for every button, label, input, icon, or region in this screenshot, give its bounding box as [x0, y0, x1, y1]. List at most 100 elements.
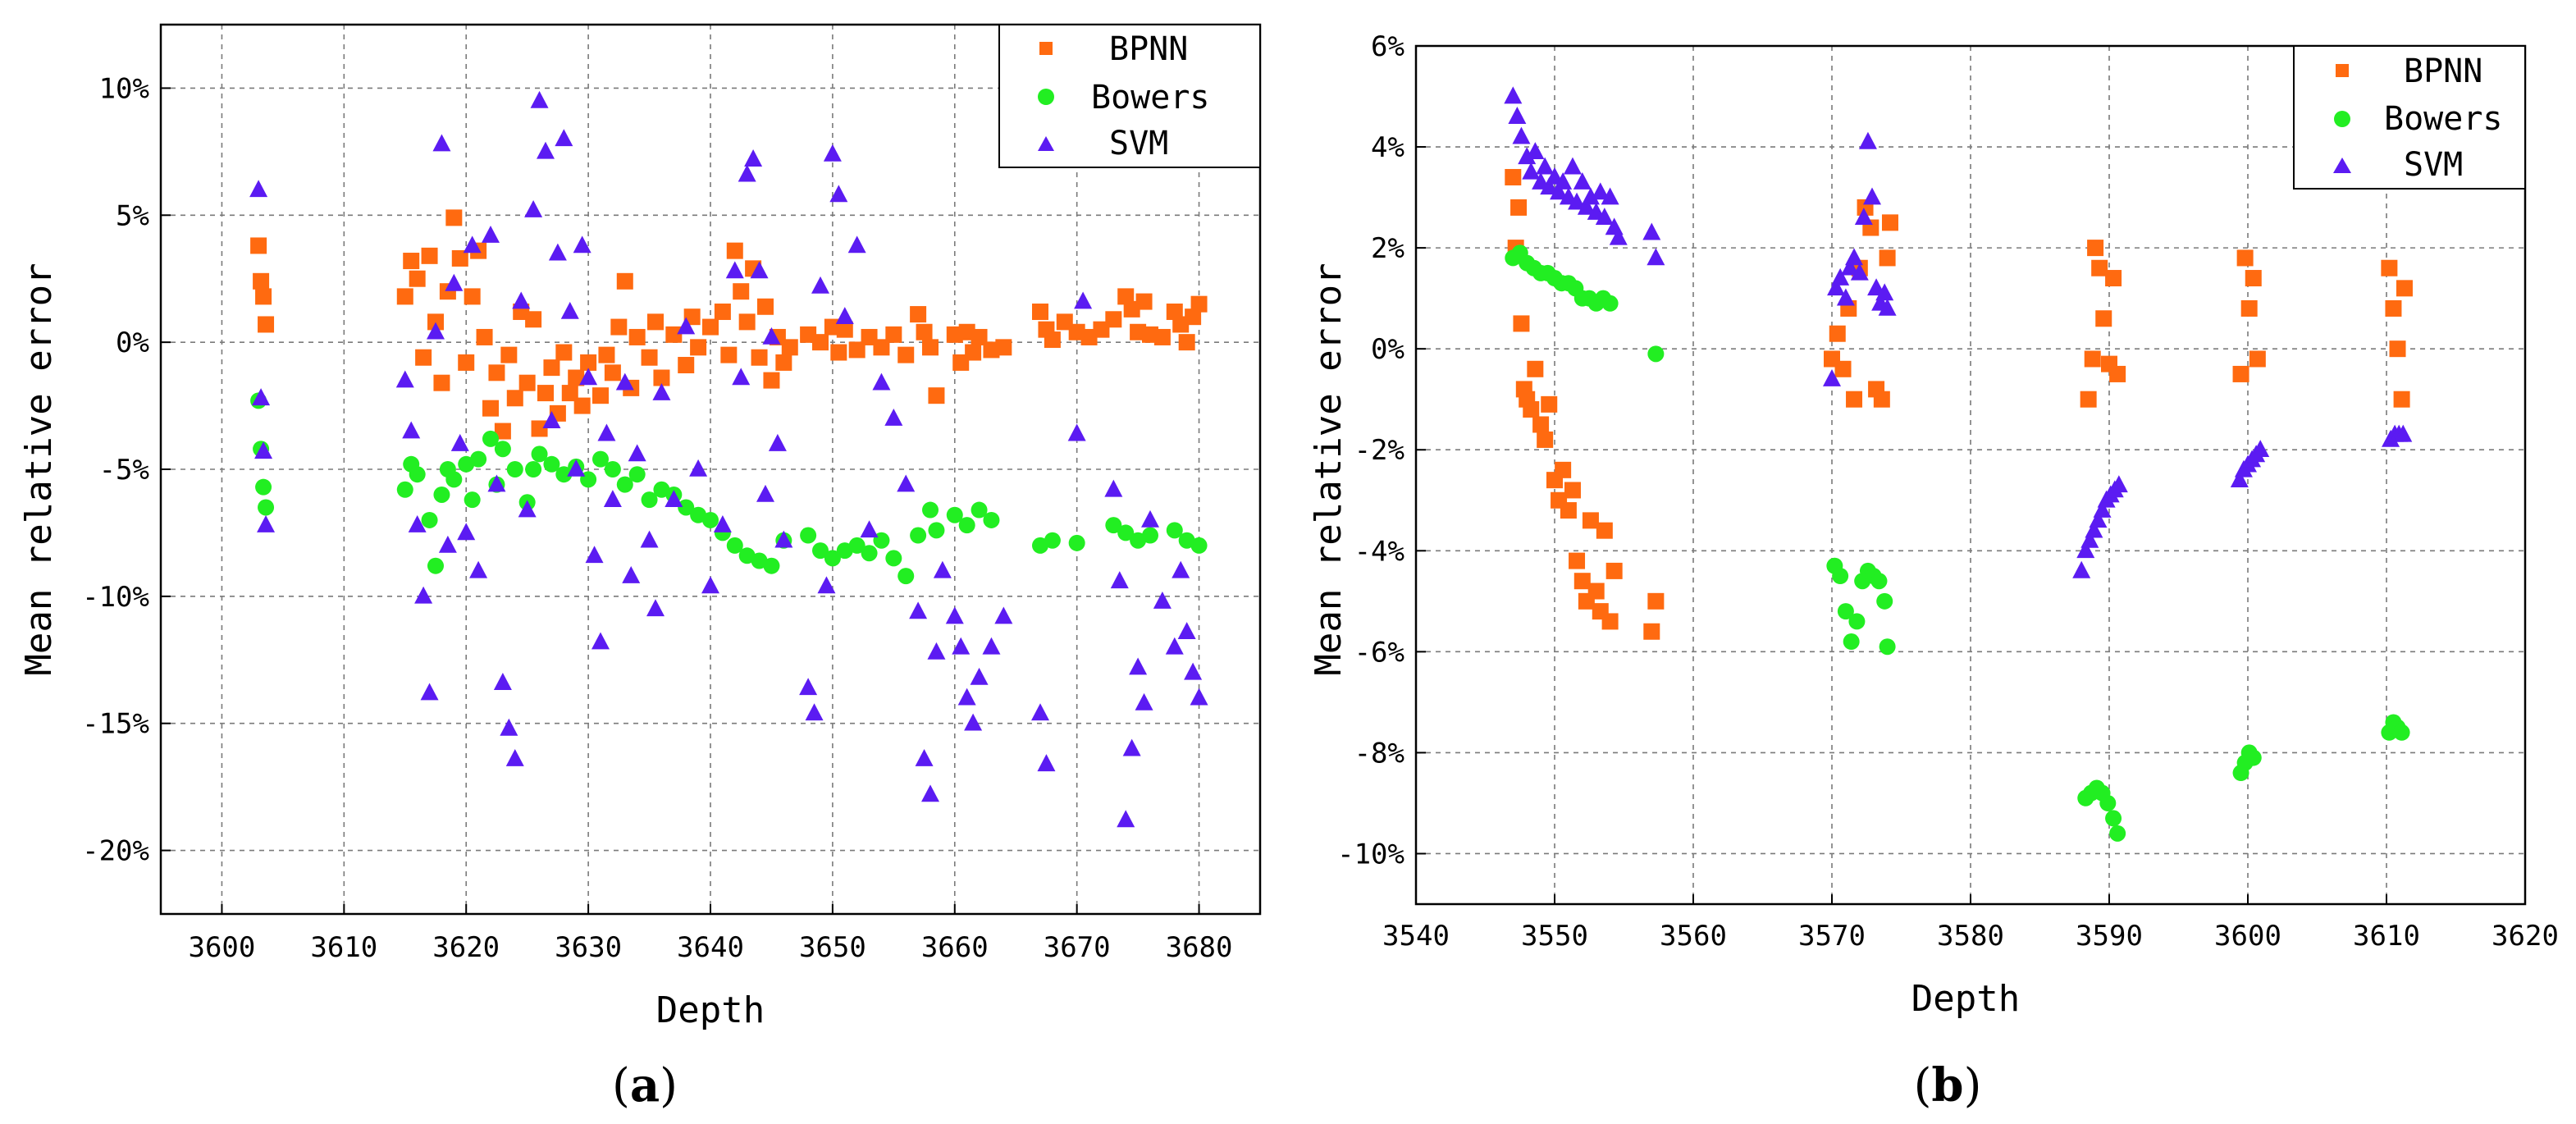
- chart-a-svm-point: [756, 484, 774, 502]
- chart-a-bpnn-point: [580, 354, 597, 371]
- chart-a-bowers-point: [800, 527, 817, 544]
- chart-a-xtick-label: 3610: [310, 931, 377, 964]
- chart-a-bowers-point: [592, 450, 609, 468]
- chart-a-svm-point: [487, 474, 506, 492]
- chart-a-bpnn-point: [531, 420, 548, 437]
- chart-b-svm-point: [1568, 192, 1587, 210]
- chart-a-xtick-label: 3640: [677, 931, 744, 964]
- chart-a-bpnn-point: [641, 349, 658, 366]
- chart-a-svm-point: [1184, 662, 1203, 680]
- chart-a-svm-point: [1129, 657, 1148, 675]
- chart-a-bpnn-point: [726, 242, 743, 259]
- chart-b-bpnn-point: [1564, 482, 1581, 499]
- chart-a-bpnn-point: [518, 374, 536, 391]
- chart-b-bpnn-point: [2381, 259, 2398, 276]
- chart-a-bowers-point: [928, 522, 945, 539]
- chart-a-bowers-point: [531, 445, 548, 463]
- chart-b-svm-point: [2109, 475, 2128, 493]
- chart-a-legend-bpnn-label: BPNN: [1109, 30, 1188, 68]
- chart-a-bpnn-point: [555, 344, 573, 361]
- chart-a-svm-point: [252, 388, 271, 406]
- chart-a-bowers-point: [427, 557, 444, 574]
- chart-a-ytick-label: 0%: [116, 327, 149, 359]
- chart-a-bpnn-point: [751, 349, 768, 366]
- chart-b-bpnn-point: [2245, 270, 2262, 287]
- chart-a-bowers-point: [726, 537, 743, 554]
- chart-b-ytick-label: 0%: [1371, 333, 1404, 366]
- chart-a-bowers-point: [494, 441, 511, 458]
- chart-b-xtick-label: 3550: [1521, 920, 1588, 953]
- chart-b-legend-svm-label: SVM: [2404, 146, 2463, 184]
- chart-b-svm-point: [2085, 520, 2103, 538]
- chart-a-svm-point: [628, 444, 646, 462]
- chart-b-bpnn-point: [1541, 395, 1558, 413]
- chart-a-svm-point: [1165, 637, 1184, 655]
- chart-a-bpnn-point: [733, 283, 750, 300]
- chart-a-svm-point: [438, 535, 457, 553]
- chart-b-svm-point: [1581, 187, 1600, 205]
- chart-a-svm-point: [524, 199, 543, 217]
- chart-a-svm-point: [1172, 560, 1190, 578]
- chart-a-y-ticks: 10% 5% 0% -5% -10% -15% -20%: [82, 72, 171, 868]
- chart-a-svm-point: [945, 606, 964, 624]
- chart-b-xlabel: Depth: [1911, 978, 2020, 1020]
- chart-a-bowers-point: [1068, 534, 1085, 551]
- chart-b-bpnn-point: [1846, 391, 1863, 408]
- chart-a-bowers-point: [525, 461, 542, 477]
- chart-b-svm-point: [1878, 298, 1897, 316]
- chart-panel-b: 3540 3550 3560 3570 3580 3590 3600 3610 3620 6% 4…: [1308, 30, 2559, 1020]
- chart-a-svm-point: [591, 632, 610, 650]
- chart-b-svm-point: [1508, 107, 1527, 124]
- chart-a-bowers-point: [1117, 524, 1135, 541]
- chart-a-bowers-point: [616, 476, 633, 493]
- chart-b-svm-point: [1540, 177, 1559, 195]
- chart-a-bpnn-point: [1117, 288, 1135, 305]
- chart-b-svm-point: [1512, 126, 1531, 144]
- chart-b-bowers-point: [1601, 295, 1619, 312]
- chart-a-bpnn-point: [836, 321, 853, 338]
- chart-a-svm-point: [744, 149, 763, 167]
- chart-a-ytick-label: -10%: [82, 581, 149, 614]
- chart-b-bpnn-point: [2249, 350, 2266, 368]
- chart-b-bpnn-point: [1879, 249, 1896, 267]
- chart-a-bpnn-point: [476, 328, 493, 345]
- chart-a-bpnn-point: [403, 253, 420, 270]
- chart-b-bpnn-point: [2091, 259, 2108, 276]
- chart-a-bpnn-point: [616, 272, 633, 290]
- chart-a-bpnn-point: [738, 313, 756, 331]
- chart-a-bpnn-point: [910, 306, 927, 323]
- chart-a-bowers-point: [885, 550, 902, 567]
- chart-a-bpnn-point: [482, 400, 499, 417]
- chart-a-svm-point: [512, 291, 531, 309]
- chart-a-bpnn-point: [409, 270, 426, 287]
- chart-a-xtick-label: 3650: [799, 931, 866, 964]
- chart-a-svm-point: [463, 235, 482, 254]
- chart-a-bpnn-point: [415, 349, 432, 366]
- chart-a-bpnn-point: [897, 346, 915, 363]
- chart-a-legend-svm-marker: [1038, 136, 1054, 151]
- chart-b-bpnn-point: [1569, 552, 1586, 569]
- chart-b-bpnn-point: [1505, 168, 1522, 185]
- chart-b-svm-point: [1831, 267, 1850, 286]
- chart-a-bowers-point: [958, 517, 975, 534]
- chart-a-bpnn-point: [1153, 328, 1171, 345]
- chart-a-bowers-point: [763, 557, 780, 574]
- chart-a-bpnn-point: [258, 316, 275, 333]
- chart-b-bpnn-point: [2109, 365, 2126, 382]
- chart-a-svm-point: [482, 225, 500, 243]
- chart-a-svm-point: [542, 411, 561, 428]
- chart-a-bowers-point: [678, 499, 695, 516]
- chart-a-bpnn-point: [720, 346, 738, 363]
- chart-a-bowers-point: [1044, 532, 1061, 549]
- chart-b-bpnn-point: [1881, 214, 1898, 231]
- chart-a-svm-point: [738, 164, 756, 182]
- chart-b-xtick-label: 3610: [2353, 920, 2420, 953]
- chart-b-svm-point: [1863, 187, 1882, 205]
- chart-b-svm-point: [1850, 263, 1869, 281]
- chart-a-bpnn-point: [848, 341, 866, 359]
- chart-a-svm-point: [257, 515, 276, 532]
- chart-a-bpnn-point: [916, 323, 933, 340]
- chart-b-svm-point: [1845, 248, 1864, 266]
- chart-a-bowers-point: [258, 499, 275, 516]
